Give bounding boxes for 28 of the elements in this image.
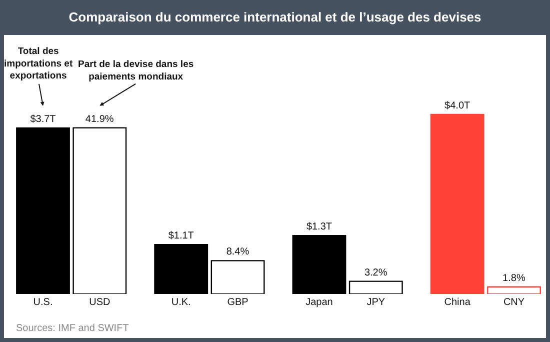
data-label: 41.9%	[85, 114, 114, 125]
data-label: $3.7T	[30, 114, 56, 125]
data-label: 8.4%	[226, 246, 250, 258]
data-label: $1.1T	[168, 230, 194, 242]
bar	[210, 260, 265, 294]
x-tick-label: Japan	[306, 297, 333, 308]
data-label: $1.3T	[306, 222, 332, 233]
data-label: 3.2%	[364, 267, 388, 278]
x-tick-label: U.K.	[171, 297, 191, 308]
bar	[292, 235, 346, 294]
data-label: 1.8%	[502, 272, 526, 284]
bar	[154, 244, 208, 294]
x-tick-label: U.S.	[33, 297, 53, 308]
annotation: Total des importations et exportations	[4, 46, 74, 82]
chart-title: Comparaison du commerce international et de l’usage des devises	[68, 10, 482, 25]
source-note: Sources: IMF and SWIFT	[16, 323, 129, 334]
x-tick-label: GBP	[227, 297, 249, 308]
annotation: Part de la devise dans les paiements mondiaux	[78, 59, 194, 82]
bar	[348, 280, 403, 294]
data-label: $4.0T	[444, 100, 470, 112]
x-tick-label: China	[444, 297, 471, 308]
x-tick-label: USD	[89, 297, 110, 308]
bar	[16, 127, 70, 294]
bar	[430, 114, 484, 294]
bar	[487, 286, 541, 294]
x-tick-label: CNY	[503, 297, 525, 308]
x-tick-label: JPY	[366, 297, 386, 308]
bar	[72, 127, 127, 294]
